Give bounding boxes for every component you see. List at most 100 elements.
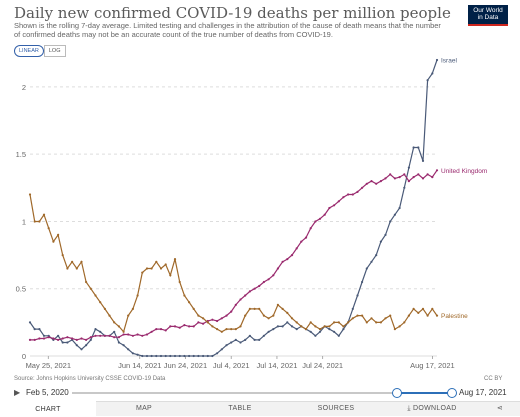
data-point [42,213,46,216]
data-point [342,196,345,199]
data-point [258,284,261,288]
data-point [28,193,32,196]
logo-line-1: Our World [473,7,503,14]
tab-map[interactable]: MAP [135,405,153,412]
data-point [347,321,350,324]
data-point [389,314,392,317]
data-point [370,317,373,320]
timeline-selected-range [396,392,451,394]
series-line [29,194,438,334]
data-point [80,337,83,340]
data-point [169,274,172,277]
data-point [421,159,425,162]
data-point [57,233,60,236]
data-point [290,325,294,328]
data-point [295,321,298,324]
data-point [150,330,153,333]
data-point [253,338,256,341]
data-point [337,321,340,324]
series-label: Israel [441,58,457,65]
data-point [230,310,233,313]
tab-chart[interactable]: CHART [0,401,96,416]
data-point [141,271,144,274]
data-point [117,341,120,344]
data-point [127,348,130,351]
data-point [38,328,41,331]
data-point [262,314,265,317]
data-point [417,173,420,176]
license-label[interactable]: CC BY [484,376,503,382]
data-point [94,294,97,297]
data-point [164,329,167,332]
data-point [426,314,429,317]
data-point [113,330,116,333]
data-point [113,321,116,324]
data-point [389,220,392,223]
data-point [365,321,368,324]
data-point [103,334,106,337]
data-point [276,303,279,306]
data-point [342,325,345,328]
data-point [393,177,396,180]
x-tick-label: Jul 24, 2021 [302,361,343,370]
data-point [361,186,364,189]
owid-logo[interactable]: Our World in Data [468,5,508,26]
y-axis-ticks: 0 0.5 1 1.5 2 [16,83,26,361]
timeline-track[interactable] [72,392,452,394]
timeline-start-handle[interactable] [392,388,402,398]
data-point [281,325,284,328]
data-point [197,321,200,324]
data-point [295,247,298,250]
data-point [61,254,64,257]
play-icon[interactable]: ▶ [14,388,21,397]
timeline-end-label: Aug 17, 2021 [459,388,507,397]
tab-sources[interactable]: SOURCES [317,405,355,412]
data-point [384,177,387,180]
timeline: ▶ Feb 5, 2020 Aug 17, 2021 [0,385,520,401]
timeline-end-handle[interactable] [447,388,457,398]
data-point [314,325,317,328]
data-point [150,354,153,358]
y-tick-label: 0.5 [16,285,26,294]
tab-table[interactable]: TABLE [228,405,252,412]
scale-toggle: LINEAR LOG [14,45,66,57]
data-point [85,344,88,347]
data-point [253,307,256,310]
series-line [29,59,438,357]
data-point [188,301,191,304]
data-point [258,307,261,310]
data-point [407,166,410,169]
data-point [159,328,163,331]
linear-scale-button[interactable]: LINEAR [14,45,44,57]
data-point [318,328,322,331]
data-point [159,354,163,358]
data-point [113,336,116,339]
data-point [239,298,242,301]
data-point [52,337,55,340]
data-point [417,311,420,314]
data-point [71,260,74,263]
data-point [66,341,69,344]
data-point [99,334,102,337]
log-scale-button[interactable]: LOG [43,45,66,57]
data-point [173,258,177,261]
data-point [197,314,200,317]
tab-download[interactable]: ⤓ DOWNLOAD [407,405,457,412]
data-point [52,240,55,243]
data-point [117,336,120,339]
share-icon[interactable]: ⋖ [496,405,504,412]
data-point [141,334,144,337]
source-note[interactable]: Source: Johns Hopkins University CSSE CO… [14,376,166,382]
data-point [309,330,312,333]
data-point [192,325,195,328]
data-point [164,263,167,266]
data-point [244,314,247,317]
data-point [262,280,265,284]
data-point [361,314,364,317]
data-point [136,353,139,356]
data-point [89,287,92,290]
data-point [127,314,130,317]
data-point [309,227,312,230]
data-point [272,328,275,331]
data-point [417,146,420,149]
